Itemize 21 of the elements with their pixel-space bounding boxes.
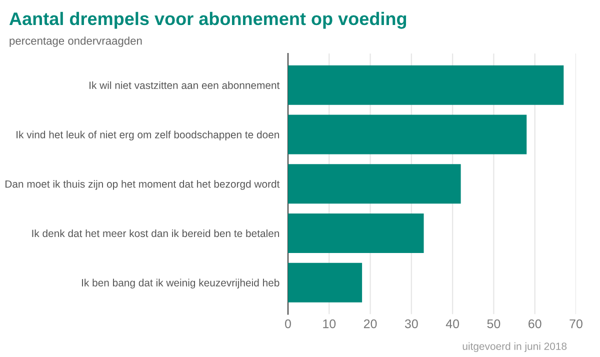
bar xyxy=(288,262,362,302)
x-tick-label: 10 xyxy=(323,319,336,328)
y-tick-label: Ik wil niet vastzitten aan een abonnement xyxy=(90,81,280,90)
y-tick-label: Ik denk dat het meer kost dan ik bereid ben te betalen xyxy=(32,229,280,238)
y-tick-label: Dan moet ik thuis zijn op het moment dat het bezorgd wordt xyxy=(6,180,280,190)
x-tick-label: 60 xyxy=(528,319,542,328)
x-tick-label: 40 xyxy=(446,319,460,328)
y-tick-label: Ik ben bang dat ik weinig keuzevrijheid heb xyxy=(82,278,280,289)
x-tick-label: 70 xyxy=(570,319,582,328)
x-tick-label: 0 xyxy=(285,319,291,328)
bar xyxy=(288,65,564,105)
bar xyxy=(288,114,527,154)
x-tick-label: 50 xyxy=(487,319,500,328)
text: uitgevoerd in juni 2018 xyxy=(462,342,567,352)
y-tick-label: Ik vind het leuk of niet erg om zelf boodschappen te doen xyxy=(16,130,280,140)
bar xyxy=(288,213,424,253)
chart-title: Aantal drempels voor abonnement op voeding xyxy=(9,12,406,29)
text: percentage ondervraagden xyxy=(10,36,142,47)
x-tick-label: 20 xyxy=(364,319,377,328)
x-tick-label: 30 xyxy=(404,319,418,328)
bar xyxy=(288,164,461,204)
